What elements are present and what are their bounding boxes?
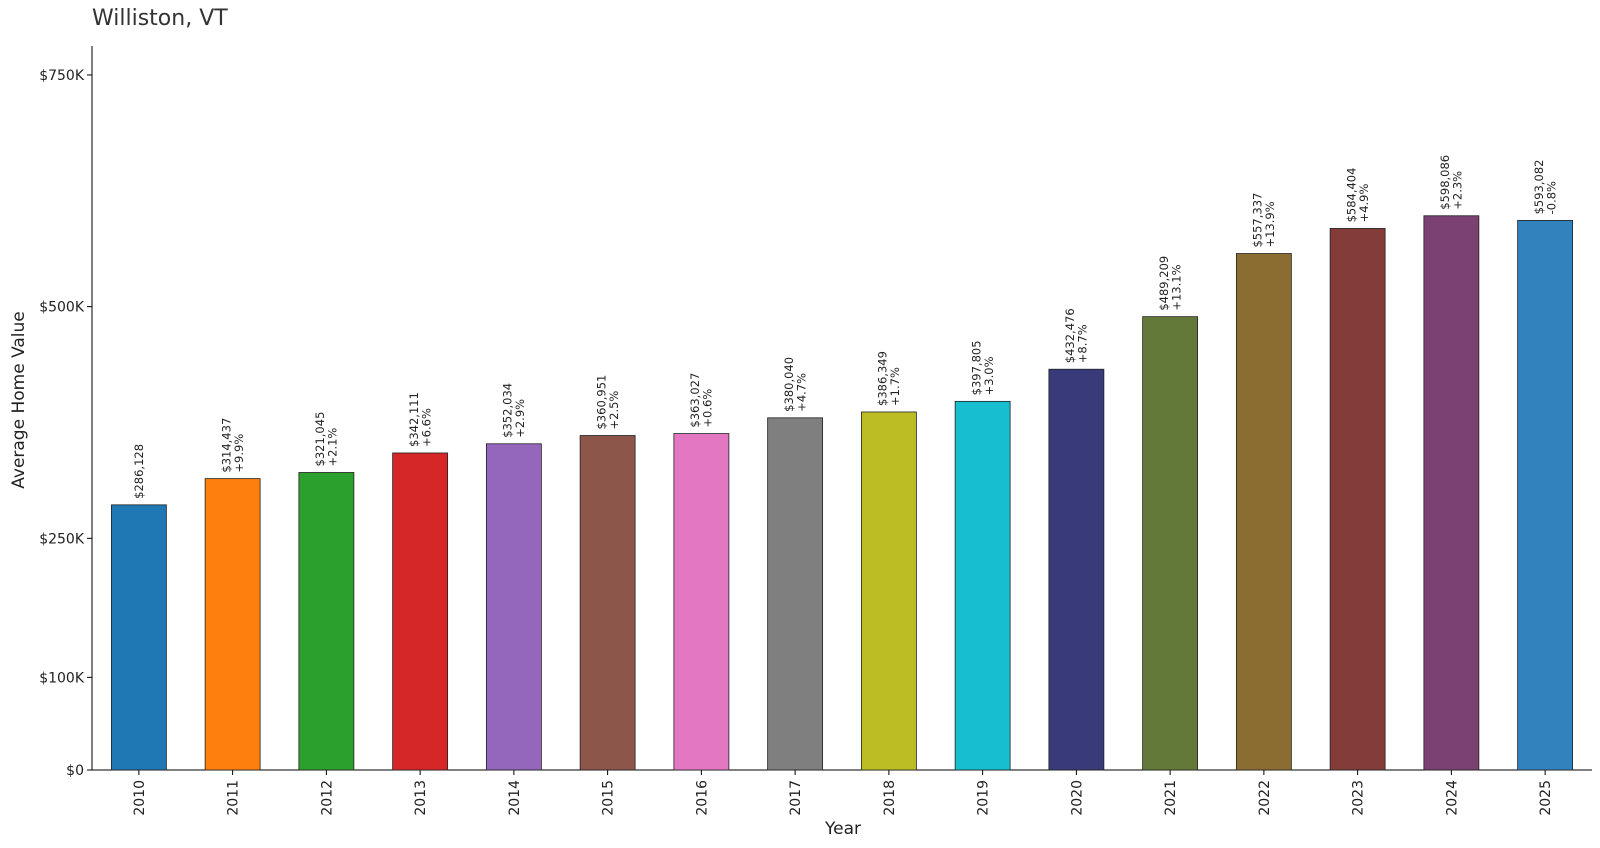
x-tick-label: 2015 [601, 780, 617, 816]
bar-value-label: $432,476+8.7% [1063, 308, 1090, 363]
value-text: $598,086 [1438, 155, 1452, 210]
x-tick-label: 2018 [882, 780, 898, 816]
x-tick-label: 2024 [1444, 780, 1460, 816]
value-text: $342,111 [407, 392, 421, 447]
change-text: +0.6% [701, 389, 715, 428]
bars [110, 215, 1574, 771]
bar-2015 [579, 435, 636, 771]
change-text: +9.9% [232, 434, 246, 473]
bar-2025 [1517, 219, 1574, 771]
bar-2018 [860, 411, 917, 771]
x-tick-label: 2025 [1538, 780, 1554, 816]
x-tick-label: 2010 [132, 780, 148, 816]
change-text: +2.5% [607, 391, 621, 430]
x-tick-label: 2014 [507, 780, 523, 816]
y-tick-label: $750K [39, 68, 85, 84]
change-text: +13.1% [1169, 264, 1183, 310]
bar-value-label: $397,805+3.0% [969, 340, 996, 395]
value-text: $380,040 [782, 357, 796, 412]
chart-title: Williston, VT [92, 6, 228, 31]
change-text: +13.9% [1263, 201, 1277, 247]
x-axis-label: Year [824, 819, 861, 839]
change-text: -0.8% [1544, 181, 1558, 214]
bar-value-label: $363,027+0.6% [688, 373, 715, 428]
x-tick-label: 2011 [226, 780, 242, 816]
x-tick-label: 2017 [788, 780, 804, 816]
value-text: $314,437 [219, 418, 233, 473]
bar-2013 [392, 452, 449, 771]
value-text: $286,128 [132, 444, 146, 499]
value-text: $363,027 [688, 373, 702, 428]
value-text: $489,209 [1157, 256, 1171, 311]
bar-2016 [673, 433, 730, 771]
bar-2023 [1329, 228, 1386, 771]
change-text: +2.1% [326, 428, 340, 467]
y-axis-label: Average Home Value [9, 311, 29, 489]
change-text: +4.9% [1357, 184, 1371, 223]
bar-2020 [1048, 368, 1105, 771]
bar-value-label: $489,209+13.1% [1157, 256, 1184, 311]
change-text: +6.6% [419, 408, 433, 447]
y-tick-label: $100K [39, 670, 85, 686]
change-text: +2.9% [513, 399, 527, 438]
x-tick-label: 2020 [1069, 780, 1085, 816]
value-text: $360,951 [594, 375, 608, 430]
bar-value-label: $380,040+4.7% [782, 357, 809, 412]
bar-value-label: $360,951+2.5% [594, 375, 621, 430]
bar-2019 [954, 400, 1011, 771]
bar-value-label: $593,082-0.8% [1532, 160, 1559, 215]
bar-value-label: $584,404+4.9% [1344, 168, 1371, 223]
bar-value-label: $321,045+2.1% [313, 412, 340, 467]
y-tick-label: $0 [66, 763, 84, 779]
value-text: $584,404 [1344, 168, 1358, 223]
x-tick-label: 2021 [1163, 780, 1179, 816]
bar-2011 [204, 478, 261, 771]
value-text: $352,034 [501, 383, 515, 438]
value-text: $557,337 [1251, 193, 1265, 248]
change-text: +3.0% [982, 356, 996, 395]
change-text: +1.7% [888, 367, 902, 406]
change-text: +8.7% [1076, 324, 1090, 363]
x-tick-label: 2022 [1257, 780, 1273, 816]
bar-labels: $286,128 $314,437+9.9% $321,045+2.1% $342,1… [132, 155, 1559, 499]
x-tick-label: 2019 [976, 780, 992, 816]
x-tick-label: 2013 [413, 780, 429, 816]
x-tick-label: 2012 [319, 780, 335, 816]
bar-2022 [1235, 253, 1292, 771]
x-tick-label: 2016 [694, 780, 710, 816]
y-tick-label: $500K [39, 300, 85, 316]
change-text: +4.7% [794, 373, 808, 412]
bar-value-label: $386,349+1.7% [876, 351, 903, 406]
axes: $0 $100K $250K $500K $750K 2010 2011 2012 2013 20… [39, 46, 1592, 816]
bar-2014 [485, 443, 542, 771]
x-tick-label: 2023 [1351, 780, 1367, 816]
bar-2017 [767, 417, 824, 771]
bar-value-label: $286,128 [132, 444, 146, 499]
bar-value-label: $342,111+6.6% [407, 392, 434, 447]
bar-value-label: $314,437+9.9% [219, 418, 246, 473]
value-text: $432,476 [1063, 308, 1077, 363]
bar-2021 [1142, 316, 1199, 771]
value-text: $321,045 [313, 412, 327, 467]
bar-value-label: $557,337+13.9% [1251, 193, 1278, 248]
bar-2012 [298, 472, 355, 771]
bar-2010 [110, 504, 167, 771]
y-tick-label: $250K [39, 531, 85, 547]
bar-value-label: $598,086+2.3% [1438, 155, 1465, 210]
value-text: $386,349 [876, 351, 890, 406]
value-text: $593,082 [1532, 160, 1546, 215]
bar-2024 [1423, 215, 1480, 771]
change-text: +2.3% [1451, 171, 1465, 210]
bar-value-label: $352,034+2.9% [501, 383, 528, 438]
value-text: $397,805 [969, 340, 983, 395]
